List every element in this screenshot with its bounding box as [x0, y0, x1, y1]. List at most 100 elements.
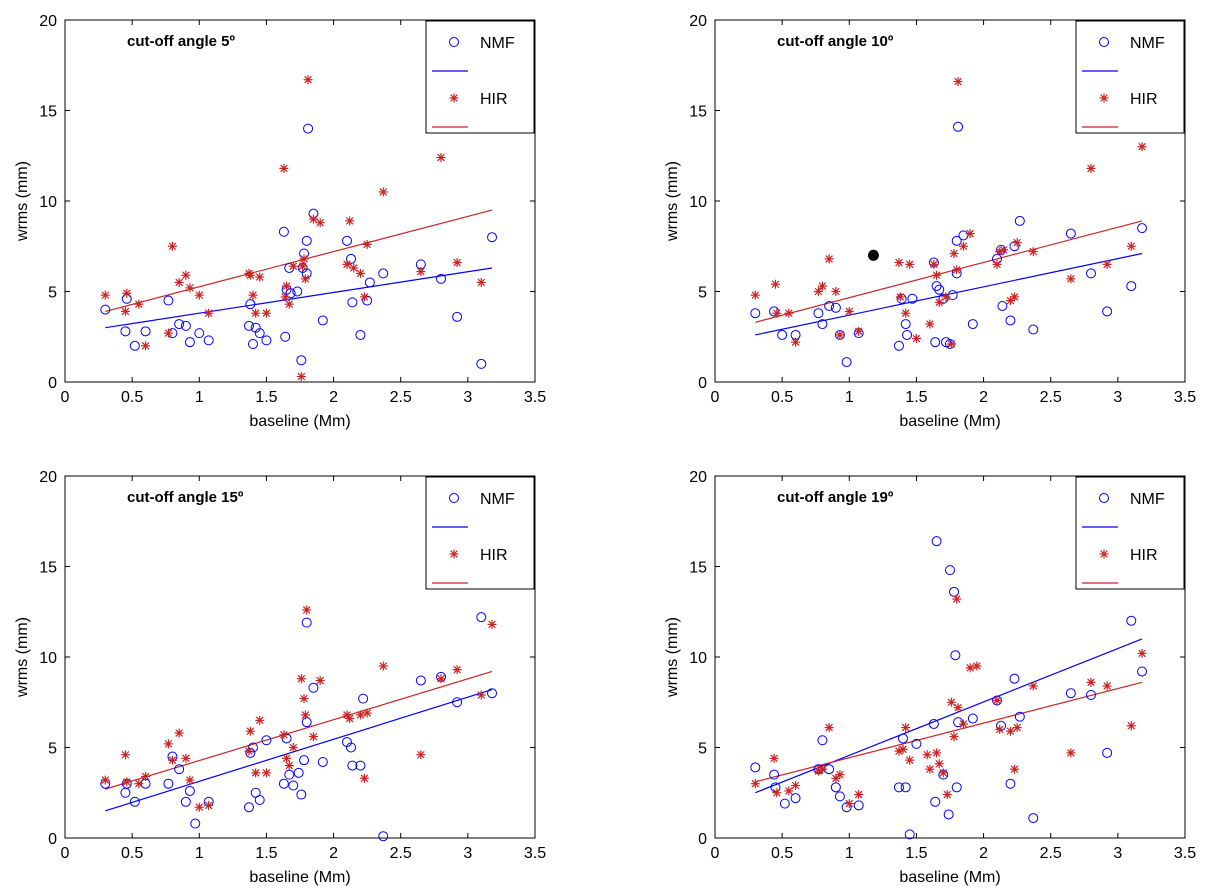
- x-ticks: 0 0.5 1 1.5 2 2.5 3 3.5: [61, 476, 546, 862]
- legend-symbol-hir: [449, 93, 459, 103]
- data-point-nmf: [285, 288, 296, 299]
- data-point-nmf: [950, 650, 961, 661]
- y-tick-label: 20: [689, 469, 707, 486]
- data-point-hir: [999, 245, 1009, 255]
- data-point-nmf: [824, 300, 835, 311]
- data-point-hir: [772, 788, 782, 798]
- data-point-hir: [141, 771, 151, 781]
- y-tick-label: 20: [39, 469, 57, 486]
- data-point-hir: [163, 739, 173, 749]
- data-point-hir: [965, 663, 975, 673]
- x-tick-label: 1.5: [905, 845, 927, 862]
- y-tick-label: 0: [48, 375, 57, 392]
- data-point-hir: [315, 218, 325, 228]
- data-point-hir: [204, 308, 214, 318]
- x-ticks: 0 0.5 1 1.5 2 2.5 3 3.5: [711, 20, 1196, 406]
- y-tick-label: 0: [698, 831, 707, 848]
- panel-title: cut-off angle 5º: [127, 33, 236, 50]
- data-point-hir: [929, 259, 939, 269]
- data-point-nmf: [129, 340, 140, 351]
- data-point-nmf: [364, 277, 375, 288]
- y-tick-label: 15: [689, 560, 707, 577]
- legend: NMF HIR: [1075, 20, 1185, 134]
- data-point-nmf: [308, 682, 319, 693]
- data-point-hir: [122, 288, 132, 298]
- data-point-hir: [1028, 247, 1038, 257]
- y-ticks: 0 5 10 15 20: [39, 469, 535, 848]
- data-point-hir: [416, 267, 426, 277]
- data-point-hir: [894, 258, 904, 268]
- data-point-nmf: [415, 675, 426, 686]
- data-point-nmf: [951, 235, 962, 246]
- data-point-nmf: [346, 253, 357, 264]
- x-tick-label: 2: [329, 845, 338, 862]
- data-point-nmf: [790, 793, 801, 804]
- legend-symbol-hir: [1099, 549, 1109, 559]
- y-tick-label: 20: [39, 13, 57, 30]
- data-point-nmf: [997, 300, 1008, 311]
- data-point-hir: [992, 695, 1002, 705]
- data-point-nmf: [129, 796, 140, 807]
- x-tick-label: 1.5: [255, 845, 277, 862]
- data-point-hir: [922, 750, 932, 760]
- x-tick-label: 2.5: [1040, 389, 1062, 406]
- data-point-nmf: [296, 789, 307, 800]
- data-point-hir: [791, 337, 801, 347]
- x-axis-label: baseline (Mm): [249, 869, 350, 886]
- data-point-hir: [1028, 681, 1038, 691]
- data-point-nmf: [930, 796, 941, 807]
- data-point-hir: [181, 753, 191, 763]
- data-point-hir: [772, 308, 782, 318]
- data-point-hir: [251, 308, 261, 318]
- data-point-nmf: [1014, 711, 1025, 722]
- data-point-nmf: [452, 311, 463, 322]
- x-tick-label: 3.5: [1174, 389, 1196, 406]
- data-point-nmf: [779, 798, 790, 809]
- data-point-hir: [946, 697, 956, 707]
- data-point-hir: [770, 279, 780, 289]
- data-point-hir: [282, 753, 292, 763]
- y-tick-label: 5: [48, 285, 57, 302]
- data-point-hir: [925, 764, 935, 774]
- data-point-nmf: [378, 831, 389, 842]
- legend-label-hir: HIR: [1130, 91, 1158, 108]
- data-point-nmf: [476, 612, 487, 623]
- fit-lines: [105, 209, 493, 329]
- data-point-nmf: [281, 733, 292, 744]
- data-point-hir: [345, 714, 355, 724]
- data-point-nmf: [243, 320, 254, 331]
- data-point-hir: [303, 75, 313, 85]
- x-tick-label: 1: [195, 389, 204, 406]
- data-point-hir: [1005, 726, 1015, 736]
- data-point-nmf: [1005, 778, 1016, 789]
- data-point-nmf: [346, 742, 357, 753]
- y-tick-label: 15: [39, 104, 57, 121]
- data-point-hir: [972, 661, 982, 671]
- data-point-hir: [1126, 241, 1136, 251]
- y-tick-label: 20: [689, 13, 707, 30]
- data-point-nmf: [301, 235, 312, 246]
- data-point-hir: [194, 290, 204, 300]
- y-tick-label: 10: [689, 194, 707, 211]
- data-point-hir: [299, 254, 309, 264]
- legend-label-nmf: NMF: [1130, 35, 1165, 52]
- data-point-hir: [279, 730, 289, 740]
- series-hir: [100, 605, 497, 812]
- data-point-hir: [1066, 748, 1076, 758]
- data-point-nmf: [248, 338, 258, 349]
- data-point-hir: [476, 690, 486, 700]
- data-point-hir: [1126, 721, 1136, 731]
- data-point-hir: [194, 802, 204, 812]
- x-tick-label: 1: [195, 845, 204, 862]
- data-point-hir: [835, 330, 845, 340]
- data-point-hir: [1012, 238, 1022, 248]
- data-point-hir: [308, 214, 318, 224]
- data-point-hir: [952, 265, 962, 275]
- panel-title: cut-off angle 10º: [777, 33, 894, 50]
- data-point-nmf: [296, 355, 307, 366]
- x-tick-label: 2: [329, 389, 338, 406]
- data-point-hir: [925, 319, 935, 329]
- data-point-hir: [452, 665, 462, 675]
- data-point-nmf: [194, 328, 205, 339]
- data-point-hir: [100, 775, 110, 785]
